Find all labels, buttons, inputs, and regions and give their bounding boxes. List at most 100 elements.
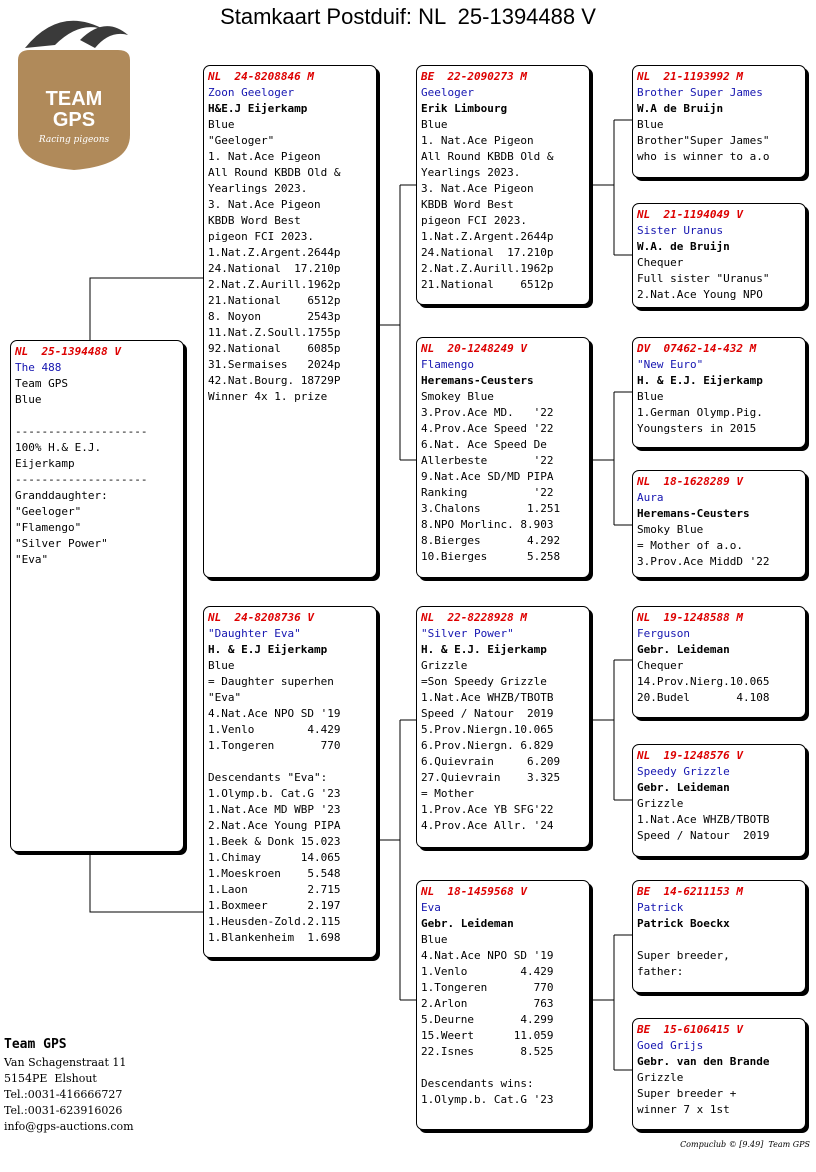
info-line: Descendants wins:: [421, 1077, 534, 1090]
info-line: Grizzle: [421, 659, 468, 672]
info-line: 1.Chimay 14.065: [208, 851, 341, 864]
address-line: Van Schagenstraat 11: [4, 1056, 127, 1069]
info-line: 22.Isnes 8.525: [421, 1045, 554, 1058]
pedigree-box: NL 18-1628289 V Aura Heremans-Ceusters Smok…: [632, 470, 806, 578]
info-line: Chequer: [637, 659, 684, 672]
info-line: "Silver Power": [15, 537, 108, 550]
info-line: "Eva": [208, 691, 242, 704]
owner: Gebr. Leideman: [637, 643, 730, 656]
info-line: 1.German Olymp.Pig.: [637, 406, 763, 419]
info-line: 3. Nat.Ace Pigeon: [421, 182, 534, 195]
pigeon-name: Aura: [637, 491, 664, 504]
ring-number: NL 25-1394488 V: [15, 345, 121, 358]
info-line: Youngsters in 2015: [637, 422, 757, 435]
info-line: Smoky Blue: [637, 523, 704, 536]
info-line: "Geeloger": [15, 505, 82, 518]
owner: H. & E.J Eijerkamp: [208, 643, 328, 656]
info-line: All Round KBDB Old &: [208, 166, 341, 179]
owner: Patrick Boeckx: [637, 917, 730, 930]
info-line: 1.Nat.Z.Argent.2644p: [421, 230, 554, 243]
info-line: 3.Prov.Ace MD. '22: [421, 406, 554, 419]
info-line: Speed / Natour 2019: [637, 829, 770, 842]
logo-text: TEAM: [46, 88, 103, 110]
owner: H. & E.J. Eijerkamp: [637, 374, 763, 387]
info-line: 1.Tongeren 770: [421, 981, 554, 994]
info-line: Blue: [637, 118, 664, 131]
info-line: Allerbeste '22: [421, 454, 554, 467]
info-line: 1. Nat.Ace Pigeon: [208, 150, 321, 163]
ring-number: NL 21-1194049 V: [637, 208, 743, 221]
info-line: Grizzle: [637, 797, 684, 810]
info-line: 21.National 6512p: [208, 294, 341, 307]
spacer: [421, 1060, 585, 1076]
info-line: 15.Weert 11.059: [421, 1029, 554, 1042]
owner: W.A. de Bruijn: [637, 240, 730, 253]
info-line: pigeon FCI 2023.: [208, 230, 314, 243]
info-line: Blue: [208, 659, 235, 672]
info-line: 4.Nat.Ace NPO SD '19: [208, 707, 341, 720]
info-line: Blue: [421, 933, 448, 946]
ring-number: BE 22-2090273 M: [421, 70, 527, 83]
info-line: Blue: [637, 390, 664, 403]
info-line: 1.Nat.Ace MD WBP '23: [208, 803, 341, 816]
pigeon-name: Patrick: [637, 901, 684, 914]
pedigree-box: NL 24-8208736 V "Daughter Eva" H. & E.J Ei…: [203, 606, 377, 958]
title: Stamkaart Postduif: NL 25-1394488 V: [220, 4, 596, 29]
info-line: pigeon FCI 2023.: [421, 214, 527, 227]
pigeon-name: Eva: [421, 901, 441, 914]
info-line: Blue: [421, 118, 448, 131]
info-line: Brother"Super James": [637, 134, 770, 147]
pedigree-box: NL 25-1394488 V The 488 Team GPS Blue ------…: [10, 340, 184, 852]
info-line: Blue: [15, 393, 42, 406]
pigeon-name: Speedy Grizzle: [637, 765, 730, 778]
info-line: 5.Deurne 4.299: [421, 1013, 554, 1026]
info-line: 4.Nat.Ace NPO SD '19: [421, 949, 554, 962]
owner: Gebr. Leideman: [421, 917, 514, 930]
info-line: = Mother of a.o.: [637, 539, 743, 552]
info-line: 2.Arlon 763: [421, 997, 554, 1010]
info-line: Super breeder,: [637, 949, 730, 962]
owner: Gebr. Leideman: [637, 781, 730, 794]
spacer: [637, 932, 801, 948]
pigeon-name: Zoon Geeloger: [208, 86, 295, 99]
ring-number: NL 24-8208846 M: [208, 70, 314, 83]
info-line: 1.Olymp.b. Cat.G '23: [421, 1093, 554, 1106]
logo: TEAM GPS Racing pigeons: [18, 20, 130, 170]
ring-number: NL 18-1628289 V: [637, 475, 743, 488]
info-line: 1.Prov.Ace YB SFG'22: [421, 803, 554, 816]
ring-number: NL 20-1248249 V: [421, 342, 527, 355]
pigeon-name: Goed Grijs: [637, 1039, 704, 1052]
address-line: Tel.:0031-416666727: [4, 1088, 123, 1101]
info-line: 27.Quievrain 3.325: [421, 771, 561, 784]
pigeon-name: "New Euro": [637, 358, 704, 371]
logo-tagline: Racing pigeons: [38, 135, 110, 145]
info-line: 42.Nat.Bourg. 18729P: [208, 374, 341, 387]
info-line: 21.National 6512p: [421, 278, 554, 291]
info-line: 1.Nat.Ace WHZB/TBOTB: [421, 691, 554, 704]
info-line: 2.Nat.Ace Young NPO: [637, 288, 763, 301]
owner: H. & E.J. Eijerkamp: [421, 643, 547, 656]
info-line: 1.Venlo 4.429: [208, 723, 341, 736]
info-line: 1. Nat.Ace Pigeon: [421, 134, 534, 147]
pigeon-name: Sister Uranus: [637, 224, 724, 237]
pedigree-box: DV 07462-14-432 M "New Euro" H. & E.J. Eij…: [632, 337, 806, 448]
info-line: father:: [637, 965, 684, 978]
info-line: 1.Venlo 4.429: [421, 965, 554, 978]
info-line: 2.Nat.Z.Aurill.1962p: [208, 278, 341, 291]
info-line: Winner 4x 1. prize: [208, 390, 328, 403]
info-line: 1.Boxmeer 2.197: [208, 899, 341, 912]
pedigree-box: BE 14-6211153 M Patrick Patrick Boeckx Supe…: [632, 880, 806, 993]
pigeon-name: Flamengo: [421, 358, 474, 371]
info-line: 11.Nat.Z.Soull.1755p: [208, 326, 341, 339]
pedigree-box: NL 19-1248588 M Ferguson Gebr. Leideman Che…: [632, 606, 806, 718]
info-line: Team GPS: [15, 377, 68, 390]
info-line: Yearlings 2023.: [208, 182, 308, 195]
ring-number: NL 22-8228928 M: [421, 611, 527, 624]
pedigree-box: NL 21-1194049 V Sister Uranus W.A. de Brui…: [632, 203, 806, 308]
pedigree-box: NL 22-8228928 M "Silver Power" H. & E.J. E…: [416, 606, 590, 848]
info-line: 10.Bierges 5.258: [421, 550, 561, 563]
info-line: 3.Prov.Ace MiddD '22: [637, 555, 770, 568]
info-line: 1.Blankenheim 1.698: [208, 931, 341, 944]
